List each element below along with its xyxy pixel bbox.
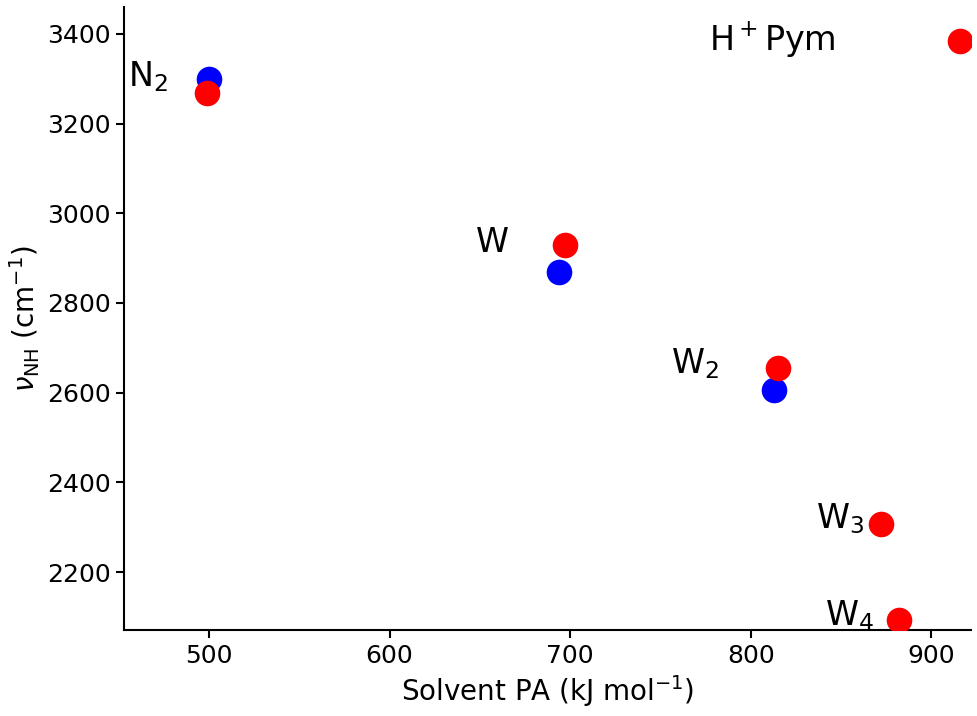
- Point: [551, 266, 567, 277]
- Text: W$_4$: W$_4$: [824, 599, 872, 633]
- Point: [199, 87, 215, 99]
- Point: [201, 73, 217, 84]
- Text: W: W: [476, 226, 509, 259]
- Point: [556, 239, 572, 251]
- Point: [872, 518, 888, 529]
- Text: W$_3$: W$_3$: [815, 501, 863, 536]
- Y-axis label: $\nu_\mathrm{NH}$ (cm$^{-1}$): $\nu_\mathrm{NH}$ (cm$^{-1}$): [7, 246, 42, 392]
- Text: N$_2$: N$_2$: [128, 59, 167, 94]
- Point: [766, 384, 782, 396]
- Point: [769, 362, 785, 374]
- X-axis label: Solvent PA (kJ mol$^{-1}$): Solvent PA (kJ mol$^{-1}$): [401, 673, 694, 709]
- Text: W$_2$: W$_2$: [670, 346, 718, 381]
- Text: H$^+$Pym: H$^+$Pym: [708, 21, 835, 60]
- Point: [952, 35, 967, 47]
- Point: [890, 614, 906, 626]
